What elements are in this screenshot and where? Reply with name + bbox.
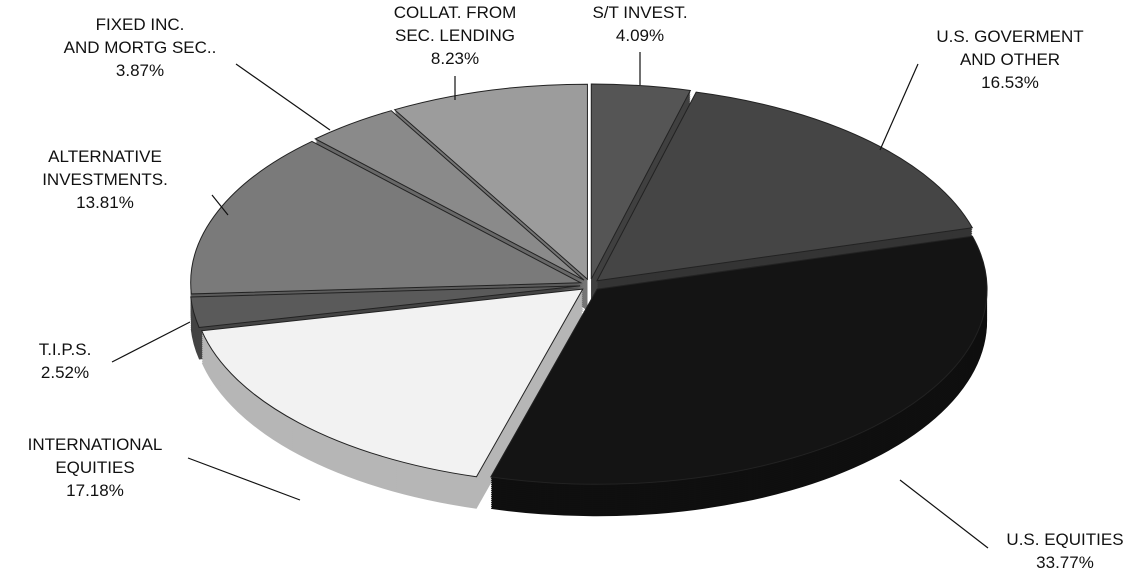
slice [201, 288, 584, 478]
slice [393, 83, 588, 281]
slice [190, 140, 583, 295]
leader-line [899, 479, 989, 549]
leader-line [235, 63, 331, 131]
value-label: 2.52% [41, 363, 89, 382]
slice-label: S/T INVEST. [592, 3, 687, 22]
value-label: 3.87% [116, 61, 164, 80]
value-label: 16.53% [981, 73, 1039, 92]
value-label: 17.18% [66, 481, 124, 500]
slice-label: T.I.P.S. [39, 340, 92, 359]
slice [590, 83, 692, 280]
slice-label: COLLAT. FROM SEC. LENDING [394, 3, 516, 45]
slice-label: U.S. GOVERMENT AND OTHER [936, 27, 1083, 69]
leader-line [187, 457, 301, 501]
value-label: 4.09% [616, 26, 664, 45]
value-label: 33.77% [1036, 553, 1094, 572]
slice-label: U.S. EQUITIES [1006, 530, 1123, 549]
slice [190, 285, 581, 329]
slice [314, 110, 585, 281]
value-label: 8.23% [431, 49, 479, 68]
slice-label: INTERNATIONAL EQUITIES [28, 435, 163, 477]
slice-label: FIXED INC. AND MORTG SEC.. [64, 15, 217, 57]
leader-line [111, 321, 191, 363]
value-label: 13.81% [76, 193, 134, 212]
slice [490, 235, 988, 485]
slice-label: ALTERNATIVE INVESTMENTS. [42, 147, 168, 189]
leader-line [879, 63, 919, 151]
leader-line [211, 194, 229, 216]
slice [596, 91, 974, 282]
